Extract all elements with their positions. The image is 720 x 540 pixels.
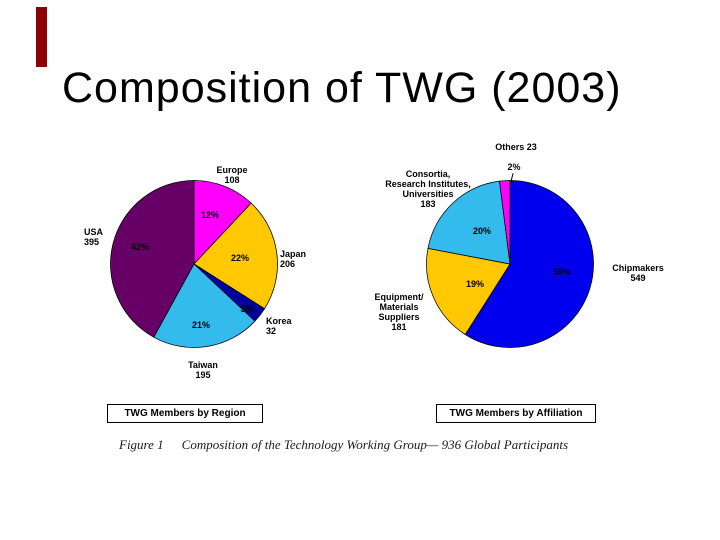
pie-slice-usa (110, 180, 195, 338)
slice-label-taiwan-value: 195 (195, 370, 211, 380)
slice-label-taiwan: Taiwan 195 (168, 360, 238, 380)
pie-slice-europe (193, 180, 252, 265)
pct-label-chipmakers: 59% (552, 267, 572, 277)
affiliation-chart-title-box: TWG Members by Affiliation (436, 404, 596, 423)
slice-label-usa: USA 395 (84, 227, 103, 247)
pie-slice-chipmakers (464, 180, 594, 348)
slice-label-equipment: Equipment/ Materials Suppliers 181 (366, 292, 432, 332)
region-pie-chart (110, 180, 278, 348)
slice-label-others-name: Others (495, 142, 525, 152)
figure-caption-label: Figure 1 (119, 437, 164, 452)
pct-label-others: 2% (507, 162, 521, 172)
slice-label-chipmakers-name: Chipmakers (612, 263, 664, 273)
slice-label-consortia-line1: Consortia, (405, 169, 451, 179)
slice-label-consortia-line2: Research Institutes, (385, 179, 471, 189)
pct-label-korea: 3% (240, 304, 254, 314)
pie-slice-taiwan (153, 263, 256, 348)
affiliation-chart-title: TWG Members by Affiliation (449, 408, 583, 419)
pie-slice-equipment-materials-suppliers (426, 247, 511, 336)
slide-accent-bar (36, 7, 47, 67)
slice-label-korea: Korea 32 (266, 316, 292, 336)
slide-title: Composition of TWG (2003) (62, 64, 622, 112)
slice-label-chipmakers: Chipmakers 549 (599, 263, 677, 283)
slice-label-europe-value: 108 (224, 175, 240, 185)
slice-label-consortia-value: 183 (420, 199, 436, 209)
pie-slice-consortia-research-institutes-universities (427, 180, 511, 265)
pct-label-equipment: 19% (465, 279, 485, 289)
slice-label-chipmakers-value: 549 (630, 273, 646, 283)
slice-label-japan: Japan 206 (280, 249, 306, 269)
affiliation-pie-chart (426, 180, 594, 348)
slice-label-consortia-line3: Universities (402, 189, 454, 199)
region-chart-title: TWG Members by Region (124, 408, 246, 419)
slice-label-europe: Europe 108 (197, 165, 267, 185)
figure-caption-text: Composition of the Technology Working Gr… (181, 437, 569, 452)
slice-label-korea-name: Korea (266, 316, 292, 326)
pct-label-japan: 22% (230, 253, 250, 263)
figure-caption: Figure 1 Composition of the Technology Wo… (119, 437, 679, 453)
slice-label-others: Others 23 (478, 142, 554, 152)
pct-label-usa: 42% (130, 242, 150, 252)
slice-label-equipment-value: 181 (391, 322, 407, 332)
slice-label-taiwan-name: Taiwan (188, 360, 218, 370)
slice-label-japan-value: 206 (280, 259, 296, 269)
pct-label-taiwan: 21% (191, 320, 211, 330)
pct-label-consortia: 20% (472, 226, 492, 236)
region-chart-title-box: TWG Members by Region (107, 404, 263, 423)
slice-label-equipment-line3: Suppliers (378, 312, 420, 322)
slice-label-korea-value: 32 (266, 326, 277, 336)
slice-label-usa-name: USA (84, 227, 104, 237)
slice-label-consortia: Consortia, Research Institutes, Universi… (367, 169, 489, 209)
slice-label-equipment-line2: Materials (379, 302, 419, 312)
pct-label-europe: 12% (200, 210, 220, 220)
slice-label-japan-name: Japan (280, 249, 307, 259)
pie-slice-japan (193, 202, 278, 310)
slice-label-usa-value: 395 (84, 237, 100, 247)
slice-label-equipment-line1: Equipment/ (374, 292, 424, 302)
slice-label-europe-name: Europe (216, 165, 248, 175)
slice-label-others-value: 23 (526, 142, 537, 152)
